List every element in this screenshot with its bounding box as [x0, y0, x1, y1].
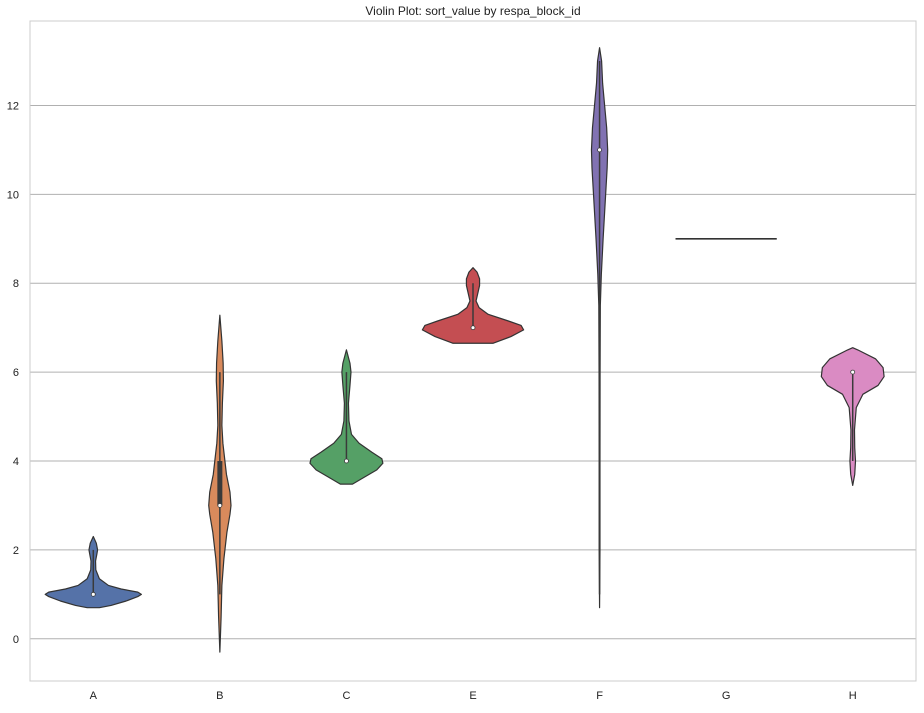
axes: 0 2 4 6 8 10 12 A B C E F G H	[7, 20, 917, 702]
x-tick-label: C	[342, 690, 350, 702]
violin-median-H	[850, 369, 856, 375]
violins	[44, 47, 885, 653]
y-tick-label: 10	[7, 189, 19, 201]
violin-median-E	[470, 325, 476, 331]
y-tick-label: 2	[13, 545, 19, 557]
y-tick-label: 4	[13, 456, 19, 468]
x-tick-label: B	[216, 690, 223, 702]
violin-median-B	[217, 503, 223, 508]
x-tick-label: A	[90, 690, 98, 702]
x-tick-label: F	[596, 690, 603, 702]
chart-title: Violin Plot: sort_value by respa_block_i…	[365, 4, 581, 18]
violin-median-F	[597, 147, 602, 153]
y-tick-label: 12	[7, 100, 19, 112]
x-tick-label: E	[469, 690, 476, 702]
grid-lines	[30, 104, 916, 640]
x-tick-label: G	[722, 690, 731, 702]
plot-frame	[29, 20, 917, 682]
violin-median-A	[90, 591, 96, 597]
y-tick-label: 0	[13, 634, 19, 646]
x-tick-label: H	[849, 690, 857, 702]
y-tick-label: 8	[13, 278, 19, 290]
violin-median-C	[344, 458, 349, 464]
y-tick-label: 6	[13, 367, 19, 379]
